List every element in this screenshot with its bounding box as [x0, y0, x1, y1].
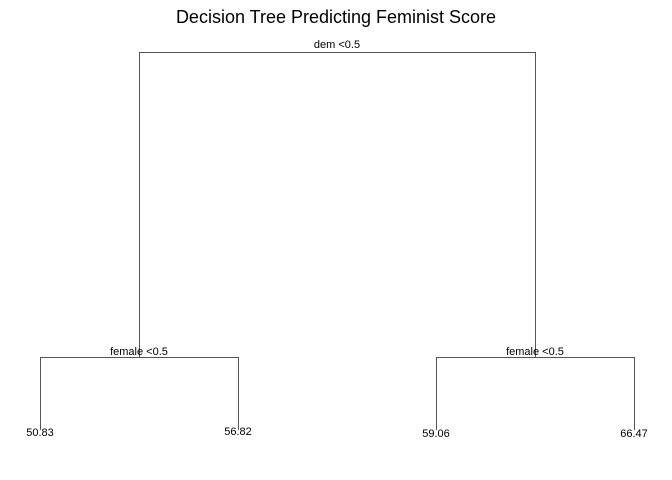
leaf-value-3: 59.06	[422, 428, 450, 440]
leaf-value-1: 50.83	[26, 427, 54, 439]
split-label-right: female <0.5	[506, 346, 564, 358]
edge-left-split	[40, 357, 239, 430]
split-label-left: female <0.5	[110, 346, 168, 358]
edge-root	[139, 52, 536, 358]
edge-right-split	[436, 357, 635, 430]
leaf-value-4: 66.47	[620, 428, 648, 440]
leaf-value-2: 56.82	[224, 426, 252, 438]
split-label-root: dem <0.5	[314, 39, 360, 51]
diagram-title: Decision Tree Predicting Feminist Score	[176, 7, 496, 27]
